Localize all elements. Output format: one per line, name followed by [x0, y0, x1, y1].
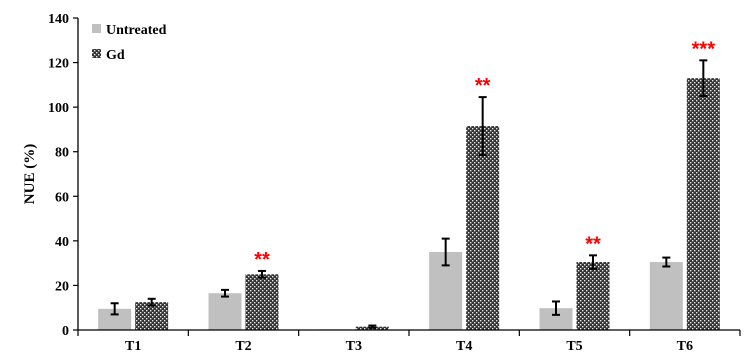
legend-label-untreated: Untreated — [106, 23, 167, 38]
bar-gd-T4 — [466, 126, 500, 330]
y-tick-label: 140 — [48, 12, 69, 27]
bar-gd-T5 — [576, 262, 610, 330]
y-tick-label: 120 — [48, 57, 69, 72]
x-tick-label: T2 — [235, 339, 251, 354]
bar-untreated-T1 — [98, 308, 132, 330]
significance-mark: *** — [692, 38, 716, 60]
significance-mark: ** — [585, 233, 601, 255]
y-tick-label: 60 — [55, 190, 69, 205]
legend-swatch-gd — [92, 49, 101, 58]
legend-label-gd: Gd — [106, 48, 125, 63]
y-tick-label: 0 — [62, 324, 69, 339]
bar-untreated-T5 — [539, 308, 573, 330]
x-tick-label: T6 — [677, 339, 693, 354]
y-axis-title: NUE (%) — [22, 144, 38, 204]
x-tick-label: T1 — [125, 339, 141, 354]
bar-gd-T2 — [245, 274, 279, 330]
bar-gd-T6 — [686, 78, 720, 331]
bars — [98, 78, 720, 331]
error-bars — [110, 59, 708, 329]
y-tick-label: 80 — [55, 146, 69, 161]
significance-mark: ** — [475, 75, 491, 97]
bar-untreated-T6 — [649, 262, 683, 330]
x-tick-label: T3 — [346, 339, 362, 354]
bar-untreated-T2 — [208, 293, 242, 330]
bar-gd-T1 — [135, 302, 169, 330]
y-tick-label: 100 — [48, 101, 69, 116]
significance-mark: ** — [254, 249, 270, 271]
x-tick-label: T5 — [566, 339, 582, 354]
x-axis-ticks: T1 T2 T3 T4 T5 T6 — [77, 330, 741, 354]
y-axis-ticks: 0 20 40 60 80 100 120 140 — [48, 12, 78, 339]
x-tick-label: T4 — [456, 339, 472, 354]
legend-swatch-untreated — [92, 24, 101, 33]
y-tick-label: 40 — [55, 235, 69, 250]
significance-marks: ********* — [254, 38, 715, 271]
legend: Untreated Gd — [92, 23, 167, 63]
y-tick-label: 20 — [55, 279, 69, 294]
